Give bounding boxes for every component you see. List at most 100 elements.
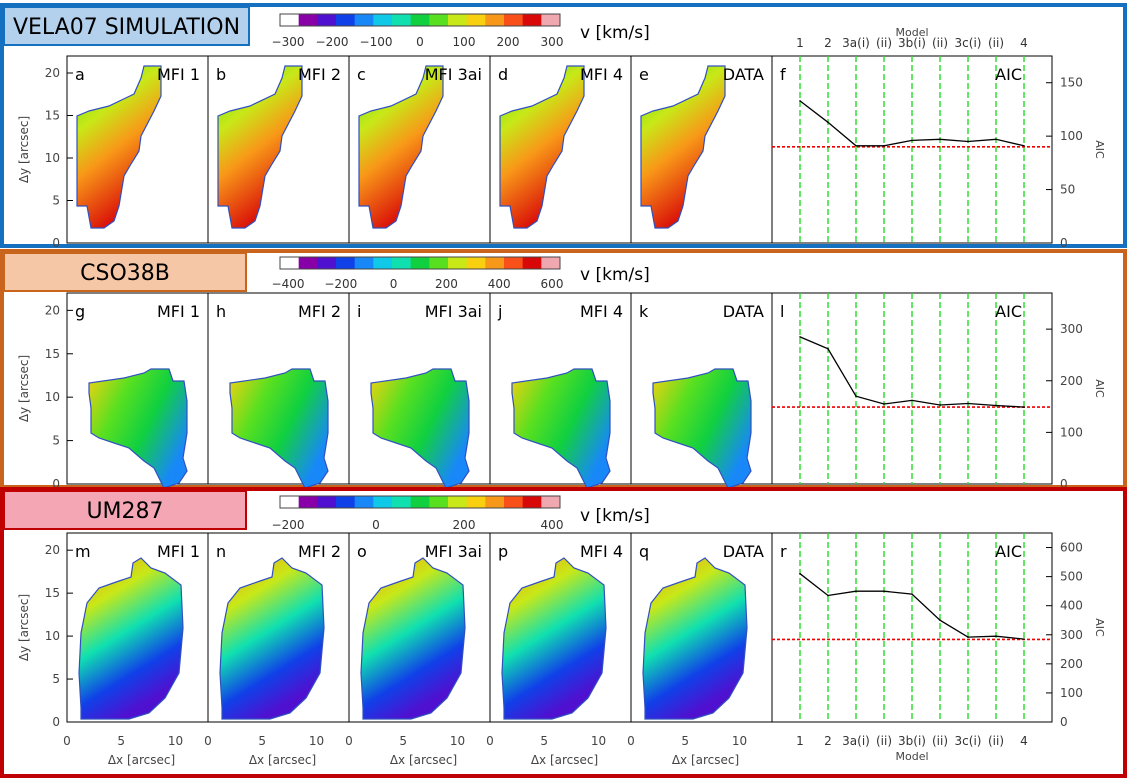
aic-point [967, 402, 969, 405]
panel-letter: q [639, 542, 649, 561]
velocity-field [88, 368, 188, 489]
colorbar-swatch [392, 14, 412, 26]
velocity-field [501, 557, 607, 720]
velocity-field [229, 368, 329, 489]
velocity-field [499, 65, 585, 229]
map-panel-c: c MFI 3ai [348, 55, 491, 244]
velocity-field [642, 557, 748, 720]
velocity-map [358, 65, 444, 229]
aic-point [1023, 144, 1025, 147]
colorbar-frame [279, 13, 561, 27]
x-tick-label: 0 [486, 734, 494, 748]
colorbar-swatch [392, 496, 412, 508]
map-panel-p: p MFI 4 [489, 532, 632, 723]
colorbar-swatch [298, 257, 318, 269]
aic-point [855, 395, 857, 398]
panel-name: MFI 4 [580, 65, 623, 84]
colorbar-swatch [522, 14, 542, 26]
panel-letter: e [639, 65, 649, 84]
aic-point [799, 336, 801, 338]
velocity-map [229, 368, 329, 489]
y-axis-label: Δy [arcsec] [17, 594, 31, 661]
aic-point [911, 399, 913, 402]
panel-letter: k [639, 302, 649, 321]
velocity-field [370, 368, 470, 489]
colorbar-swatch [522, 257, 542, 269]
colorbar-swatch [504, 257, 524, 269]
aic-point [799, 100, 801, 102]
panel-name: MFI 2 [298, 302, 341, 321]
aic-tick-label: 200 [1060, 657, 1083, 671]
x-axis-label: Δx [arcsec] [249, 753, 316, 767]
x-tick-label: 10 [450, 734, 465, 748]
colorbar-frame [279, 256, 561, 270]
panel-name: MFI 3ai [425, 542, 482, 561]
y-tick-label: 0 [52, 715, 60, 729]
y-tick-label: 5 [52, 672, 60, 686]
velocity-map [499, 65, 585, 229]
colorbar-tick-label: 0 [390, 277, 398, 291]
panel-name: MFI 1 [157, 302, 200, 321]
map-panel-g: g MFI 1 [66, 292, 209, 489]
colorbar-swatch [522, 496, 542, 508]
panel-letter: n [216, 542, 226, 561]
y-axis-label: Δy [arcsec] [17, 116, 31, 183]
velocity-map [501, 557, 607, 720]
velocity-map [219, 557, 325, 720]
panel-letter: d [498, 65, 508, 84]
velocity-field [511, 368, 611, 489]
colorbar-swatch [373, 257, 393, 269]
velocity-map [88, 368, 188, 489]
x-tick-label: 10 [309, 734, 324, 748]
aic-tick-label: 0 [1060, 477, 1068, 491]
aic-tick-label: 100 [1060, 686, 1083, 700]
y-axis-label: Δy [arcsec] [17, 355, 31, 422]
row-1: VELA07 SIMULATION−300 −200 −100 0 100 200 300 v… [0, 3, 1127, 250]
colorbar-swatch [373, 14, 393, 26]
map-panel-j: j MFI 4 [489, 292, 632, 489]
y-tick-label: 15 [45, 586, 60, 600]
row-title: CSO38B [80, 261, 170, 286]
panel-name: DATA [723, 542, 764, 561]
aic-point [995, 404, 997, 407]
panel-name: MFI 2 [298, 65, 341, 84]
x-tick-label: 0 [63, 734, 71, 748]
map-panel-i: i MFI 3ai [348, 292, 491, 489]
aic-point [939, 404, 941, 406]
aic-tick-label: 100 [1060, 425, 1083, 439]
colorbar-swatch [541, 257, 561, 269]
aic-point [827, 347, 829, 350]
colorbar-swatch [504, 14, 524, 26]
y-tick-label: 5 [52, 194, 60, 208]
x-tick-label: 0 [204, 734, 212, 748]
colorbar-swatch [410, 14, 430, 26]
colorbar-swatch [448, 496, 468, 508]
aic-point [967, 140, 969, 143]
aic-point [1023, 638, 1025, 640]
aic-axis-label: AIC [1093, 140, 1106, 159]
colorbar-swatch [485, 14, 505, 26]
colorbar-label: v [km/s] [580, 506, 650, 526]
colorbar-swatch [354, 14, 374, 26]
y-tick-label: 0 [52, 477, 60, 491]
colorbar-swatch [354, 257, 374, 269]
velocity-field [78, 557, 184, 720]
colorbar-swatch [448, 14, 468, 26]
x-tick-label: 5 [681, 734, 689, 748]
map-panel-m: m MFI 1 [66, 532, 209, 723]
colorbar-tick-label: −200 [316, 35, 349, 49]
aic-point [967, 636, 969, 638]
model-tick-label-top: 3c(i) [955, 36, 982, 50]
velocity-map [652, 368, 752, 489]
panel-name: MFI 4 [580, 302, 623, 321]
y-tick-label: 10 [45, 629, 60, 643]
colorbar-swatch [429, 14, 449, 26]
aic-point [855, 144, 857, 147]
x-tick-label: 5 [540, 734, 548, 748]
x-tick-label: 5 [399, 734, 407, 748]
velocity-map [76, 65, 162, 229]
colorbar-swatch [336, 14, 356, 26]
row-frame [0, 3, 1127, 248]
